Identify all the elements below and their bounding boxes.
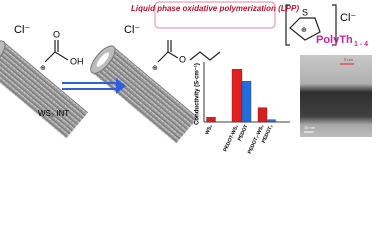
bar: [231, 69, 243, 123]
counter-ion: Cl⁻: [14, 24, 30, 36]
polymer-index: 1 - 4: [354, 41, 368, 48]
arrow: [62, 78, 126, 94]
tem-image: [300, 55, 372, 137]
charge: ⊕: [301, 27, 307, 34]
scale-bar: 5 nm: [344, 57, 354, 62]
sulfur: S: [302, 7, 308, 17]
bar: [257, 107, 268, 123]
counter-ion: Cl⁻: [124, 24, 140, 36]
tube-2: [90, 45, 199, 144]
charge: ⊕: [40, 65, 46, 72]
graphical-abstract: Liquid phase oxidative polymerization (L…: [0, 1, 372, 155]
bar-chart: Conductivity (S·cm⁻¹) WS₂ PEDOT-WS₂PEDOTP…: [194, 62, 290, 155]
hydroxyl: OH: [70, 56, 84, 66]
carbonyl-o: O: [53, 29, 60, 39]
ester-o: O: [179, 54, 186, 64]
bar: [267, 119, 276, 123]
bonds: [44, 4, 337, 63]
bar: [206, 117, 216, 123]
label-box: [154, 1, 276, 29]
polymer: PolyTh: [316, 34, 353, 46]
scale-bar: 10 nm: [304, 125, 316, 130]
process-label: Liquid phase oxidative polymerization (L…: [131, 4, 299, 13]
y-axis-label: Conductivity (S·cm⁻¹): [194, 63, 201, 125]
counter-ion: Cl⁻: [340, 12, 356, 24]
charge: ⊕: [152, 65, 158, 72]
x-tick-label: WS₂: [204, 124, 214, 136]
bar: [241, 81, 252, 123]
tube-1: [0, 40, 89, 139]
tube-label: WS₂ INT: [38, 109, 69, 118]
